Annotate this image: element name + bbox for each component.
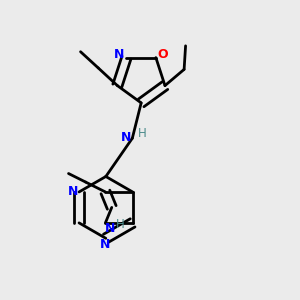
- Text: N: N: [105, 222, 115, 235]
- Text: N: N: [100, 238, 110, 251]
- Text: N: N: [114, 48, 124, 61]
- Text: N: N: [68, 185, 78, 199]
- Text: H: H: [116, 218, 125, 231]
- Text: H: H: [138, 127, 147, 140]
- Text: O: O: [157, 48, 168, 61]
- Text: N: N: [121, 131, 131, 144]
